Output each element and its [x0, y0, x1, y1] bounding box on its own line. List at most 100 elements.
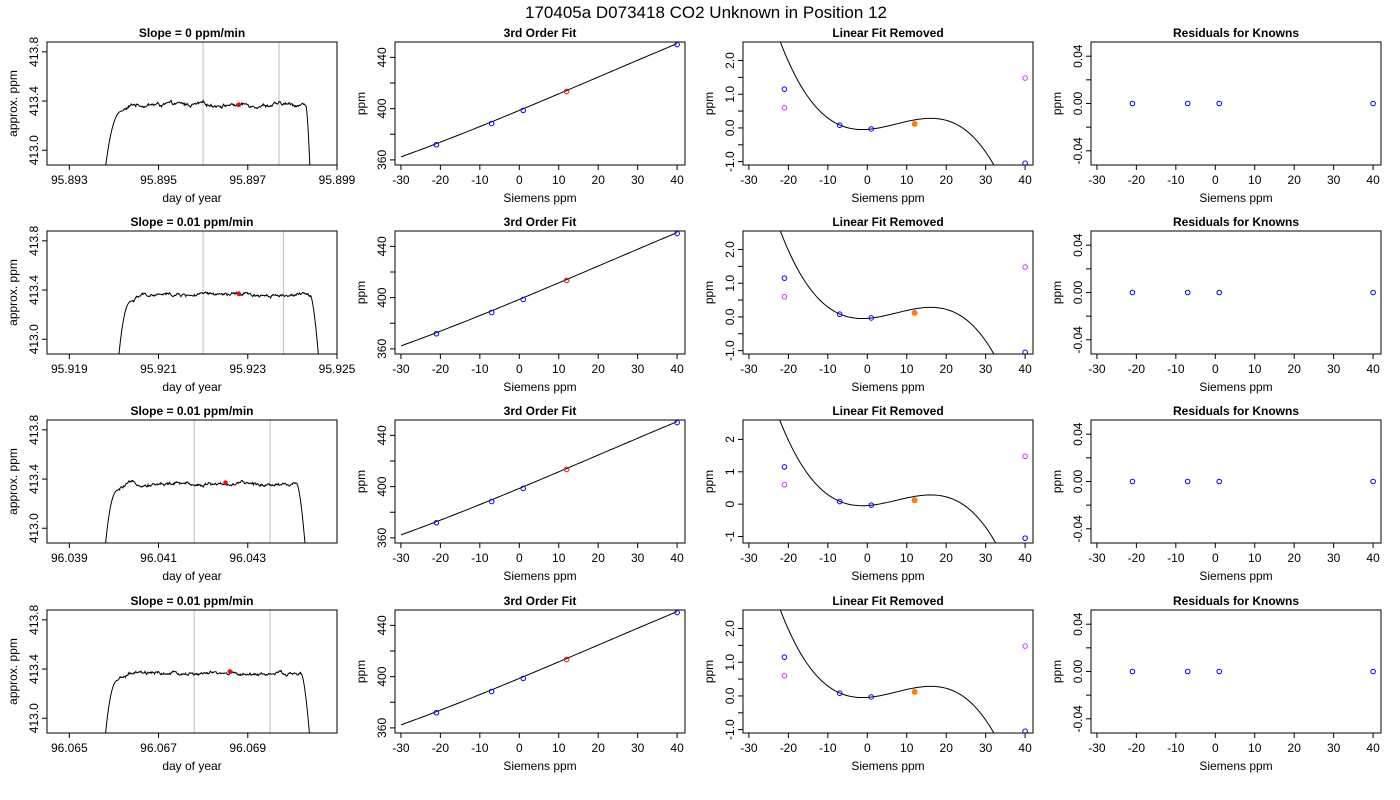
chart-3-linres-known-point: [868, 502, 875, 508]
chart-4-resid: Residuals for Knowns -30 -20 -10 0 10 20 30 40 -0…: [1050, 594, 1382, 773]
chart-4-linres-known-point: [781, 654, 788, 660]
chart-4-fit-y-tick-label: 400: [375, 666, 389, 686]
chart-2-resid-x-label: Siemens ppm: [1199, 380, 1272, 394]
chart-4-fit-x-tick-label: 10: [552, 741, 566, 755]
chart-3-resid-residual-point: [1216, 478, 1223, 485]
chart-1-linres-x-tick-label: 30: [979, 173, 993, 187]
chart-2-trace-trace-line: [118, 291, 319, 354]
chart-3-linres-x-tick-label: -20: [780, 551, 798, 565]
chart-1-fit-x-tick-label: 40: [670, 173, 684, 187]
chart-1-linres-x-tick-label: 0: [864, 173, 871, 187]
chart-1-fit-plot-area: [400, 42, 680, 158]
chart-1-fit-fit-curve: [400, 43, 678, 158]
chart-4-fit-x-tick-label: 40: [670, 741, 684, 755]
chart-2-resid-x-tick-label: -30: [1088, 362, 1106, 376]
chart-2-linres-y-label: ppm: [702, 281, 716, 304]
chart-1-resid-x-tick-label: -30: [1088, 173, 1106, 187]
chart-3-resid-residual-point: [1370, 478, 1376, 485]
chart-4-fit-y-tick-label: 440: [375, 615, 389, 635]
chart-4-resid-y-tick-label: -0.04: [1071, 705, 1085, 733]
chart-2-resid-frame: [1090, 230, 1382, 355]
chart-2-linres-frame: [742, 230, 1034, 355]
chart-4-linres-residual-curve: [779, 610, 995, 733]
chart-2-trace-x-tick-label: 95.919: [51, 362, 88, 376]
chart-4-linres-known-point: [1022, 728, 1028, 733]
chart-1-linres-y-tick-label: 0.0: [723, 119, 737, 136]
chart-2-fit-x-tick-label: 30: [631, 362, 645, 376]
chart-2-resid-x-tick-label: -20: [1128, 362, 1146, 376]
chart-2-fit-plot-area: [400, 231, 680, 347]
chart-3-linres-known-point: [781, 464, 788, 470]
chart-1-trace-frame: [46, 41, 338, 166]
chart-2-linres-y-tick-label: 0.0: [723, 308, 737, 325]
chart-2-linres-title: Linear Fit Removed: [832, 215, 943, 229]
chart-1-linres-x-tick-label: 20: [940, 173, 954, 187]
chart-1-resid-x-tick-label: 0: [1212, 173, 1219, 187]
chart-3-trace-x-tick-label: 96.039: [51, 551, 88, 565]
chart-2-linres-y-tick-label: 1.0: [723, 275, 737, 292]
chart-1-trace-x-tick-label: 95.897: [229, 173, 266, 187]
chart-2-fit-x-tick-label: 20: [592, 362, 606, 376]
chart-1-linres-title: Linear Fit Removed: [832, 26, 943, 40]
chart-2-linres-offset-point: [1022, 264, 1028, 270]
chart-1-fit-x-tick-label: -10: [471, 173, 489, 187]
chart-4-resid-residual-point: [1370, 668, 1376, 675]
chart-2-linres-x-tick-label: -10: [819, 362, 837, 376]
chart-2-resid-y-tick-label: -0.04: [1071, 326, 1085, 354]
chart-2-fit-x-tick-label: -20: [432, 362, 450, 376]
chart-4-fit-frame: [394, 609, 686, 734]
chart-3-resid-x-tick-label: -10: [1167, 551, 1185, 565]
chart-4-trace: Slope = 0.01 ppm/min 96.065 96.067 96.069 41…: [6, 594, 338, 773]
chart-2-fit-y-tick-label: 440: [375, 236, 389, 256]
chart-4-resid-x-tick-label: 0: [1212, 741, 1219, 755]
chart-1-fit-x-tick-label: 0: [516, 173, 523, 187]
chart-1-linres-x-tick-label: 40: [1018, 173, 1032, 187]
chart-1-resid-x-label: Siemens ppm: [1199, 191, 1272, 205]
chart-2-linres-known-point: [836, 311, 843, 318]
chart-1-resid-x-tick-label: 30: [1327, 173, 1341, 187]
chart-2-resid-y-label: ppm: [1050, 281, 1064, 304]
chart-4-linres-unknown-point: [911, 688, 918, 695]
chart-1-linres-y-label: ppm: [702, 92, 716, 115]
chart-1-trace-x-label: day of year: [162, 191, 221, 205]
chart-3-linres-x-tick-label: -30: [740, 551, 758, 565]
chart-2-trace-x-tick-label: 95.921: [140, 362, 177, 376]
chart-4-linres-title: Linear Fit Removed: [832, 594, 943, 608]
chart-1-linres-y-tick-label: -1.0: [723, 151, 737, 172]
chart-1-linres-unknown-point: [911, 120, 918, 127]
chart-2-resid-x-tick-label: 20: [1288, 362, 1302, 376]
chart-1-fit-x-tick-label: 20: [592, 173, 606, 187]
chart-4-linres-frame: [742, 609, 1034, 734]
chart-4-linres: Linear Fit Removed -30 -20 -10 0 10 20 30 40 -1.0…: [702, 594, 1034, 773]
chart-3-linres-x-tick-label: 20: [940, 551, 954, 565]
chart-3-linres-title: Linear Fit Removed: [832, 404, 943, 418]
chart-4-trace-x-tick-label: 96.067: [140, 741, 177, 755]
chart-4-linres-y-tick-label: -1.0: [723, 719, 737, 740]
chart-1-linres-y-tick-label: 1.0: [723, 86, 737, 103]
chart-3-linres-y-tick-label: 2: [723, 436, 737, 443]
chart-2-trace-y-tick-label: 413.0: [27, 324, 41, 354]
chart-1-fit-x-tick-label: 30: [631, 173, 645, 187]
chart-1-trace-unknown-marker: [236, 102, 242, 108]
chart-1-resid-y-label: ppm: [1050, 92, 1064, 115]
chart-4-linres-y-tick-label: 2.0: [723, 620, 737, 637]
chart-3-linres-y-tick-label: -1: [723, 531, 737, 542]
chart-4-resid-x-tick-label: -30: [1088, 741, 1106, 755]
chart-3-resid-x-tick-label: 30: [1327, 551, 1341, 565]
chart-3-linres-residual-curve: [779, 420, 997, 543]
chart-3-linres-x-label: Siemens ppm: [851, 569, 924, 583]
chart-4-resid-y-label: ppm: [1050, 660, 1064, 683]
chart-3-trace-trace-line: [105, 479, 306, 543]
chart-1-resid: Residuals for Knowns -30 -20 -10 0 10 20 30 40 -0…: [1050, 26, 1382, 205]
chart-2-fit-known-point: [520, 296, 527, 303]
chart-1-trace-trace-line: [105, 99, 311, 165]
chart-1-trace-title: Slope = 0 ppm/min: [139, 26, 245, 40]
chart-2-fit-x-tick-label: -30: [392, 362, 410, 376]
chart-2-fit-title: 3rd Order Fit: [504, 215, 577, 229]
chart-4-linres-y-tick-label: 1.0: [723, 654, 737, 671]
chart-4-resid-x-tick-label: 40: [1366, 741, 1380, 755]
chart-4-linres-offset-point: [781, 672, 788, 679]
chart-4-fit-x-tick-label: 20: [592, 741, 606, 755]
chart-2-linres-x-tick-label: 10: [900, 362, 914, 376]
chart-3-trace-x-tick-label: 96.043: [229, 551, 266, 565]
